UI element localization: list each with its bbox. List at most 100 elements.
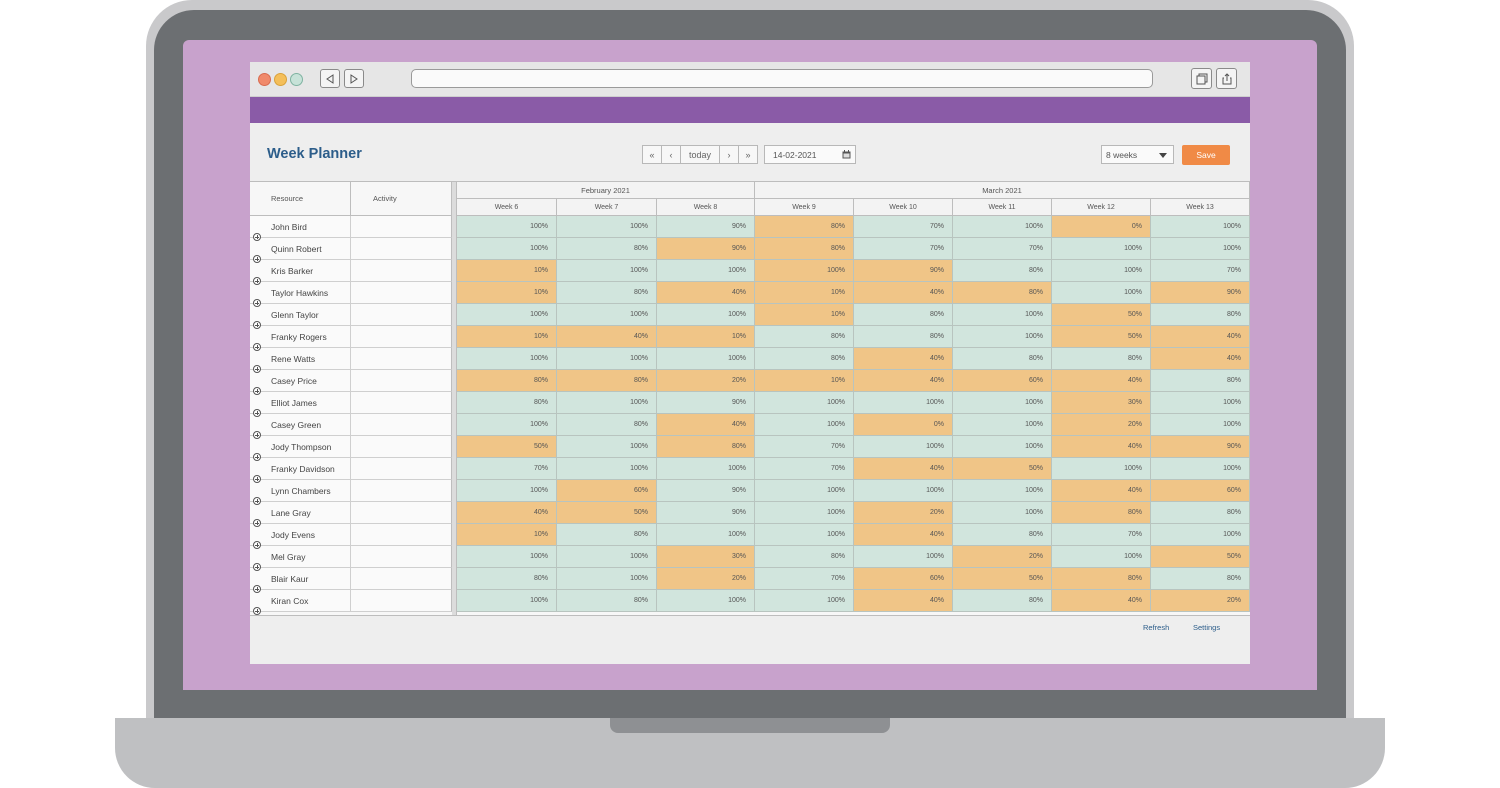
resource-name[interactable]: Franky Davidson	[250, 458, 351, 480]
allocation-cell[interactable]: 100%	[1151, 216, 1250, 238]
save-button[interactable]: Save	[1182, 145, 1230, 165]
allocation-cell[interactable]: 80%	[755, 326, 854, 348]
allocation-cell[interactable]: 90%	[657, 480, 755, 502]
allocation-cell[interactable]: 100%	[657, 590, 755, 612]
allocation-cell[interactable]: 100%	[657, 458, 755, 480]
allocation-cell[interactable]: 100%	[1151, 392, 1250, 414]
allocation-cell[interactable]: 90%	[1151, 282, 1250, 304]
allocation-cell[interactable]: 100%	[953, 392, 1052, 414]
activity-cell[interactable]	[351, 370, 452, 392]
week-header[interactable]: Week 8	[657, 199, 755, 216]
allocation-cell[interactable]: 0%	[854, 414, 953, 436]
allocation-cell[interactable]: 40%	[1052, 436, 1151, 458]
allocation-cell[interactable]: 80%	[953, 348, 1052, 370]
allocation-cell[interactable]: 100%	[1151, 238, 1250, 260]
allocation-cell[interactable]: 100%	[755, 590, 854, 612]
address-bar[interactable]	[411, 69, 1153, 88]
allocation-cell[interactable]: 100%	[854, 392, 953, 414]
resource-name[interactable]: Casey Price	[250, 370, 351, 392]
activity-column-header[interactable]: Activity	[351, 182, 452, 216]
add-row-icon[interactable]	[253, 541, 261, 549]
allocation-cell[interactable]: 100%	[854, 480, 953, 502]
add-row-icon[interactable]	[253, 299, 261, 307]
allocation-cell[interactable]: 80%	[1151, 568, 1250, 590]
allocation-cell[interactable]: 80%	[557, 238, 657, 260]
allocation-cell[interactable]: 100%	[1151, 458, 1250, 480]
allocation-cell[interactable]: 100%	[657, 348, 755, 370]
allocation-cell[interactable]: 20%	[657, 568, 755, 590]
allocation-cell[interactable]: 100%	[854, 546, 953, 568]
back-button[interactable]	[320, 69, 340, 88]
allocation-cell[interactable]: 100%	[755, 414, 854, 436]
resource-name[interactable]: Jody Thompson	[250, 436, 351, 458]
allocation-cell[interactable]: 40%	[1151, 348, 1250, 370]
last-page-button[interactable]: »	[738, 145, 758, 164]
allocation-cell[interactable]: 50%	[953, 458, 1052, 480]
close-window-icon[interactable]	[258, 73, 271, 86]
allocation-cell[interactable]: 90%	[1151, 436, 1250, 458]
allocation-cell[interactable]: 100%	[1052, 238, 1151, 260]
week-header[interactable]: Week 6	[457, 199, 557, 216]
allocation-cell[interactable]: 80%	[854, 326, 953, 348]
allocation-cell[interactable]: 100%	[1052, 282, 1151, 304]
allocation-cell[interactable]: 0%	[1052, 216, 1151, 238]
allocation-cell[interactable]: 80%	[953, 524, 1052, 546]
calendar-icon[interactable]	[842, 150, 851, 159]
allocation-cell[interactable]: 90%	[854, 260, 953, 282]
allocation-cell[interactable]: 100%	[557, 458, 657, 480]
allocation-cell[interactable]: 90%	[657, 216, 755, 238]
allocation-cell[interactable]: 100%	[953, 414, 1052, 436]
allocation-cell[interactable]: 100%	[755, 502, 854, 524]
allocation-cell[interactable]: 90%	[657, 238, 755, 260]
forward-button[interactable]	[344, 69, 364, 88]
allocation-cell[interactable]: 100%	[457, 304, 557, 326]
allocation-cell[interactable]: 70%	[755, 568, 854, 590]
allocation-cell[interactable]: 100%	[457, 414, 557, 436]
allocation-cell[interactable]: 20%	[1052, 414, 1151, 436]
allocation-cell[interactable]: 100%	[557, 392, 657, 414]
allocation-cell[interactable]: 80%	[657, 436, 755, 458]
allocation-cell[interactable]: 100%	[953, 304, 1052, 326]
allocation-cell[interactable]: 40%	[854, 370, 953, 392]
allocation-cell[interactable]: 20%	[953, 546, 1052, 568]
allocation-cell[interactable]: 80%	[854, 304, 953, 326]
allocation-cell[interactable]: 10%	[457, 524, 557, 546]
activity-cell[interactable]	[351, 524, 452, 546]
allocation-cell[interactable]: 40%	[557, 326, 657, 348]
allocation-cell[interactable]: 40%	[1052, 370, 1151, 392]
allocation-cell[interactable]: 20%	[1151, 590, 1250, 612]
allocation-cell[interactable]: 100%	[557, 348, 657, 370]
allocation-cell[interactable]: 40%	[1052, 480, 1151, 502]
allocation-cell[interactable]: 100%	[854, 436, 953, 458]
allocation-cell[interactable]: 100%	[953, 436, 1052, 458]
allocation-cell[interactable]: 10%	[657, 326, 755, 348]
allocation-cell[interactable]: 50%	[953, 568, 1052, 590]
resource-name[interactable]: Rene Watts	[250, 348, 351, 370]
activity-cell[interactable]	[351, 458, 452, 480]
allocation-cell[interactable]: 100%	[1052, 260, 1151, 282]
allocation-cell[interactable]: 100%	[557, 546, 657, 568]
allocation-cell[interactable]: 100%	[457, 546, 557, 568]
allocation-cell[interactable]: 80%	[457, 392, 557, 414]
allocation-cell[interactable]: 100%	[557, 260, 657, 282]
allocation-cell[interactable]: 100%	[557, 436, 657, 458]
allocation-cell[interactable]: 100%	[755, 260, 854, 282]
allocation-cell[interactable]: 100%	[755, 480, 854, 502]
settings-link[interactable]: Settings	[1193, 623, 1221, 632]
allocation-cell[interactable]: 100%	[657, 304, 755, 326]
activity-cell[interactable]	[351, 392, 452, 414]
allocation-cell[interactable]: 80%	[557, 524, 657, 546]
allocation-cell[interactable]: 40%	[1151, 326, 1250, 348]
activity-cell[interactable]	[351, 282, 452, 304]
add-row-icon[interactable]	[253, 475, 261, 483]
week-header[interactable]: Week 9	[755, 199, 854, 216]
share-button[interactable]	[1216, 68, 1237, 89]
allocation-cell[interactable]: 100%	[1151, 524, 1250, 546]
resource-name[interactable]: Elliot James	[250, 392, 351, 414]
allocation-cell[interactable]: 60%	[854, 568, 953, 590]
allocation-cell[interactable]: 80%	[1052, 568, 1151, 590]
allocation-cell[interactable]: 40%	[854, 282, 953, 304]
allocation-cell[interactable]: 40%	[854, 524, 953, 546]
add-row-icon[interactable]	[253, 277, 261, 285]
add-row-icon[interactable]	[253, 431, 261, 439]
